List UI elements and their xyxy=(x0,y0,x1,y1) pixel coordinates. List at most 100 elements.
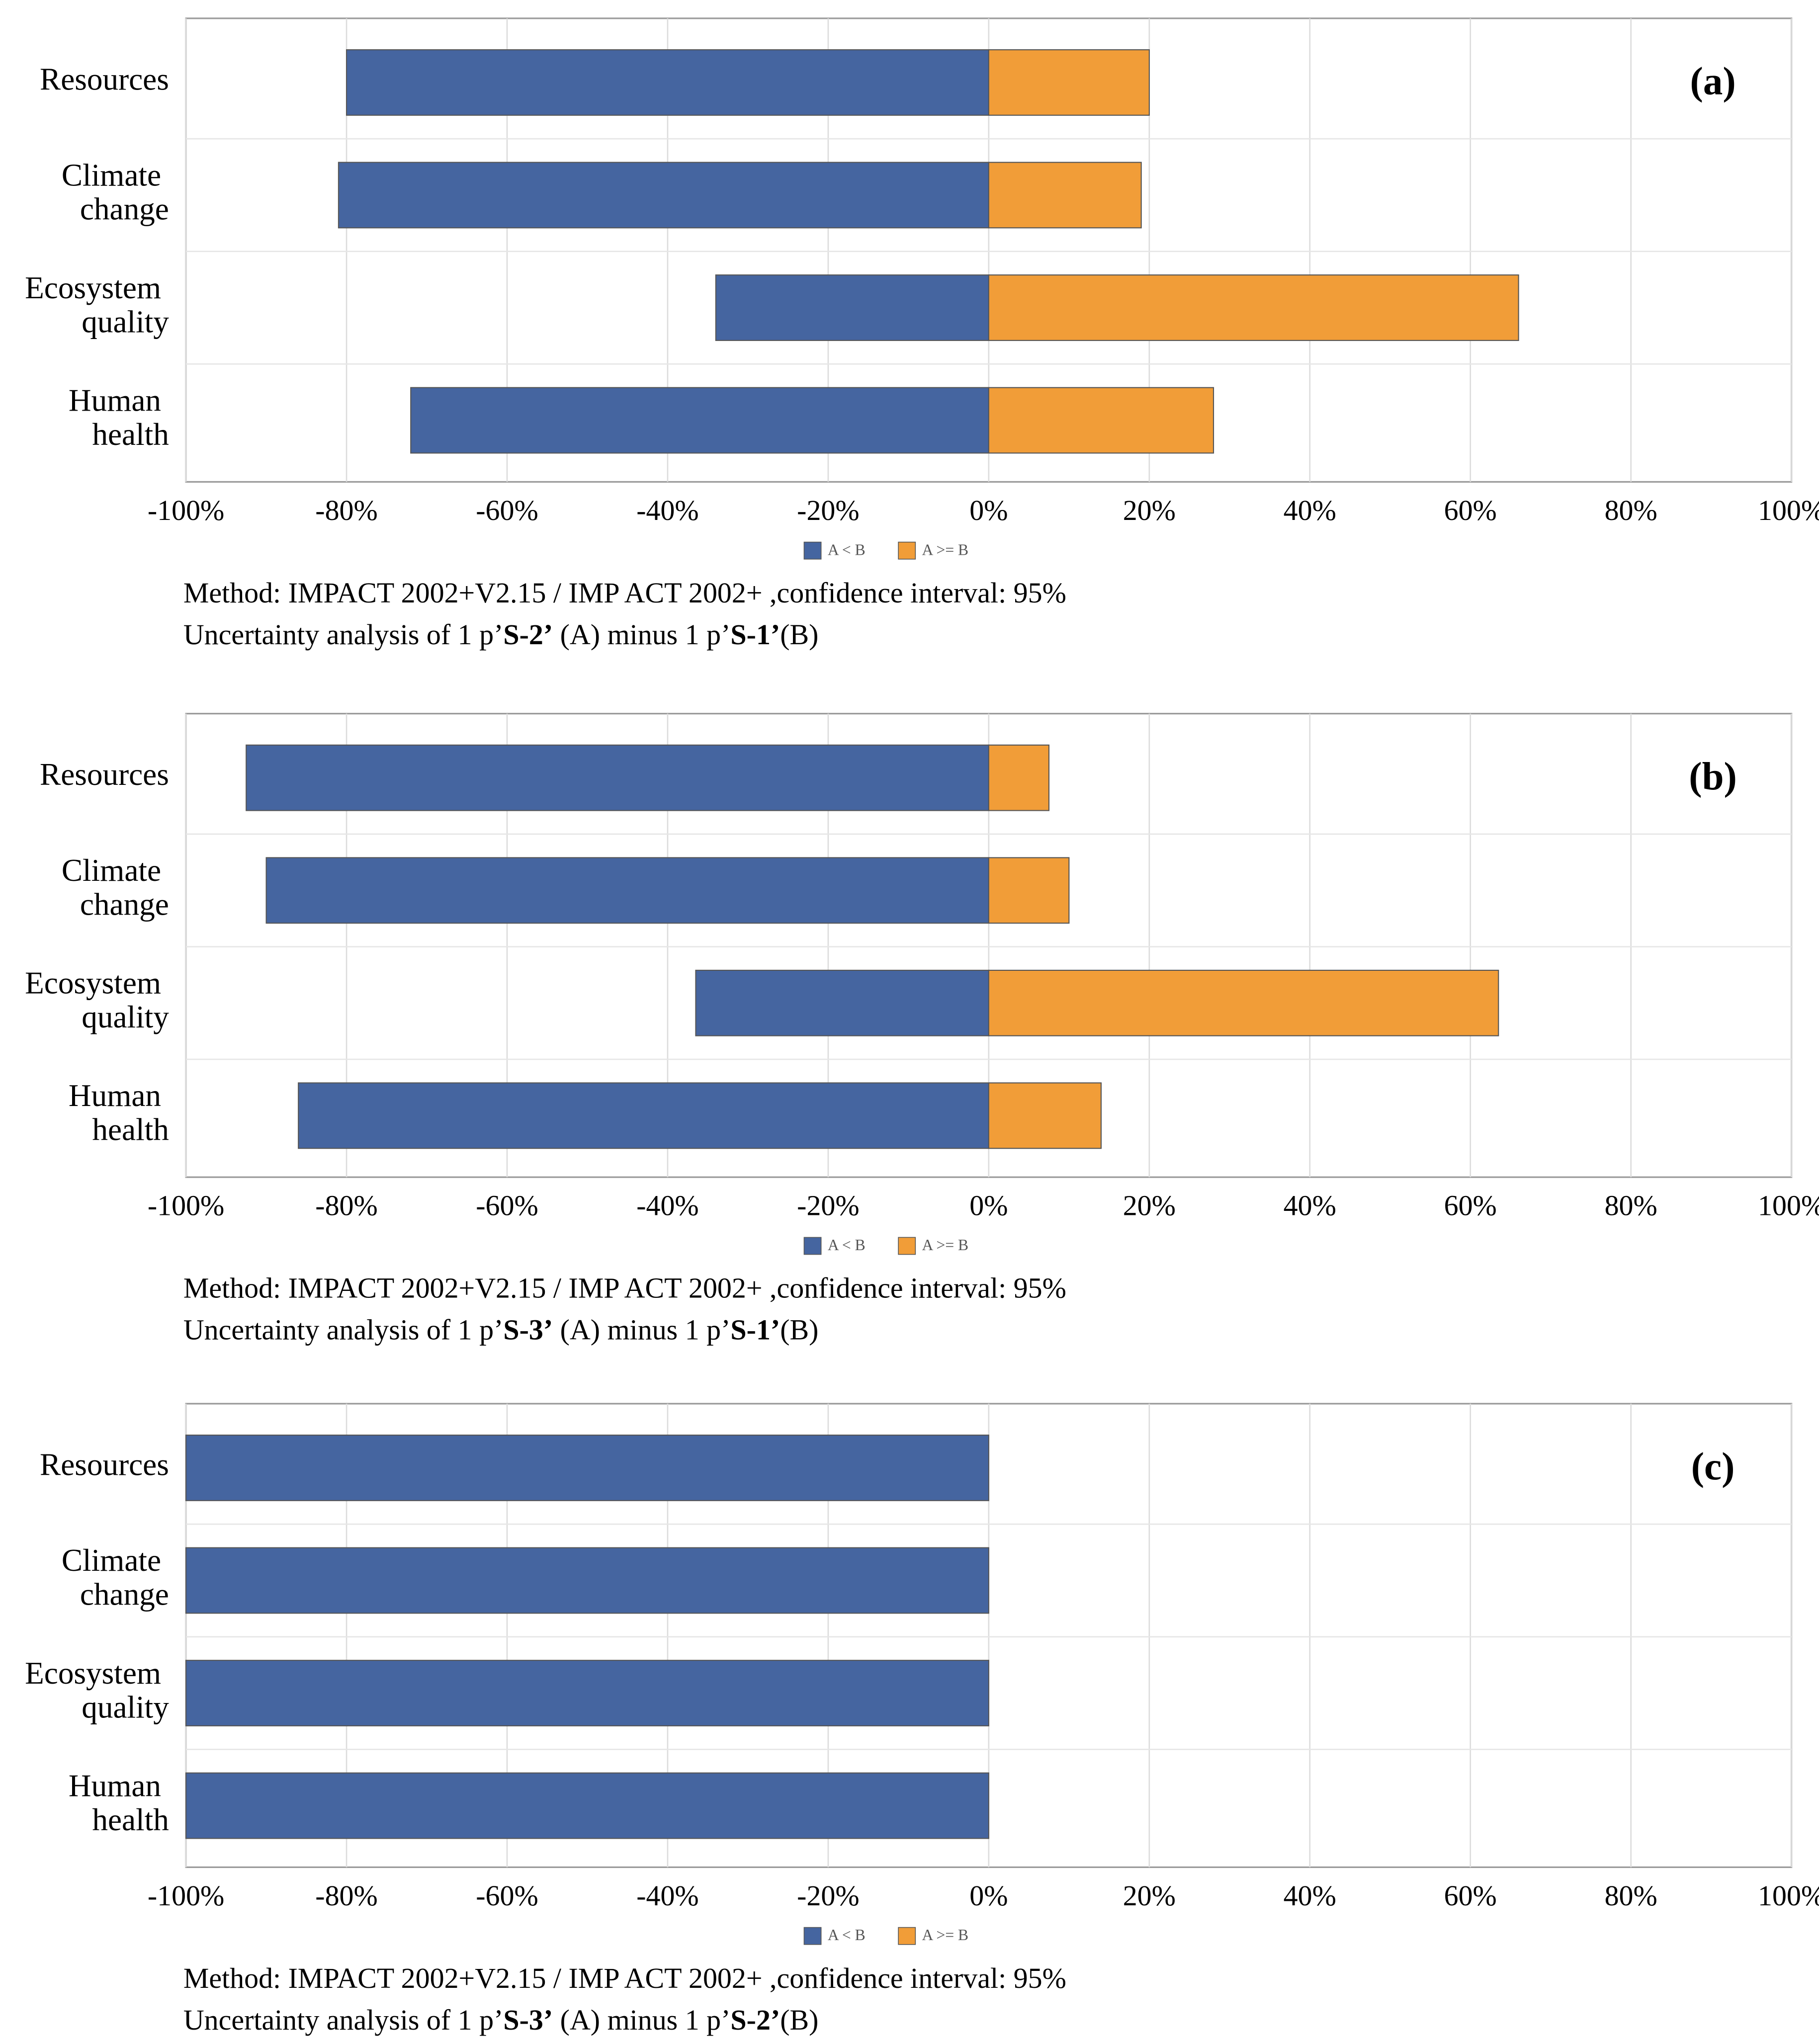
x-tick-label: 60% xyxy=(1444,1190,1497,1222)
x-tick-label: 100% xyxy=(1758,1879,1819,1912)
bar xyxy=(185,1435,989,1501)
x-tick-label: -20% xyxy=(797,1879,860,1912)
legend-swatch xyxy=(803,541,822,560)
category-label-line: health xyxy=(92,1802,169,1837)
x-tick-label: 40% xyxy=(1284,494,1336,526)
x-tick-label: 80% xyxy=(1605,494,1657,526)
legend-label: A >= B xyxy=(922,541,969,558)
category-label-line: health xyxy=(92,417,169,451)
x-tick-label: -20% xyxy=(797,1190,860,1222)
method-caption: Method: IMPACT 2002+V2.15 / IMP ACT 2002… xyxy=(183,1272,1066,1304)
bar xyxy=(988,274,1519,341)
category-label-line: change xyxy=(80,191,169,226)
caption-part: S-2’ xyxy=(503,618,553,651)
legend-swatch xyxy=(898,1237,916,1255)
legend-label: A < B xyxy=(828,541,866,558)
caption-part: (A) minus 1 p’ xyxy=(553,2004,730,2036)
category-label-line: Human xyxy=(69,1078,169,1113)
bar xyxy=(988,49,1150,116)
category-label-line: Human xyxy=(69,383,169,418)
x-tick-label: -80% xyxy=(315,1190,378,1222)
x-tick-label: 80% xyxy=(1605,1190,1657,1222)
bar xyxy=(988,857,1070,924)
legend-swatch xyxy=(803,1237,822,1255)
x-tick-label: -20% xyxy=(797,494,860,526)
category-label: Human health xyxy=(69,1078,169,1147)
x-tick-label: 60% xyxy=(1444,494,1497,526)
bar xyxy=(988,969,1499,1036)
caption-part: Uncertainty analysis of 1 p’ xyxy=(183,618,504,651)
legend-label: A >= B xyxy=(922,1236,969,1254)
category-label-line: Ecosystem xyxy=(25,965,169,1000)
caption-part: S-3’ xyxy=(503,2004,553,2036)
x-tick-label: -40% xyxy=(636,1879,699,1912)
category-label-line: quality xyxy=(82,1000,169,1034)
bar xyxy=(988,1082,1102,1149)
x-tick-label: -60% xyxy=(476,494,538,526)
x-tick-label: -60% xyxy=(476,1879,538,1912)
bar xyxy=(695,969,989,1036)
x-tick-label: 40% xyxy=(1284,1879,1336,1912)
category-label: Human health xyxy=(69,1768,169,1837)
caption-part: S-1’ xyxy=(730,618,780,651)
legend-swatch xyxy=(803,1927,822,1945)
legend-swatch xyxy=(898,1927,916,1945)
category-label: Ecosystem quality xyxy=(25,1655,169,1724)
caption-part: (A) minus 1 p’ xyxy=(553,618,730,651)
method-caption: Method: IMPACT 2002+V2.15 / IMP ACT 2002… xyxy=(183,1962,1066,1994)
category-label: Climate change xyxy=(62,1543,169,1612)
x-tick-label: -80% xyxy=(315,1879,378,1912)
caption-part: Uncertainty analysis of 1 p’ xyxy=(183,2004,504,2036)
category-label-line: quality xyxy=(82,1690,169,1724)
x-tick-label: 80% xyxy=(1605,1879,1657,1912)
x-tick-label: 100% xyxy=(1758,1190,1819,1222)
category-label-line: change xyxy=(80,1577,169,1612)
category-label: Resources xyxy=(40,757,169,792)
category-label: Climate change xyxy=(62,853,169,922)
legend-label: A >= B xyxy=(922,1926,969,1944)
method-caption: Method: IMPACT 2002+V2.15 / IMP ACT 2002… xyxy=(183,577,1066,609)
panel-label: (b) xyxy=(1689,755,1737,798)
x-tick-label: 20% xyxy=(1123,494,1176,526)
x-tick-label: 40% xyxy=(1284,1190,1336,1222)
bar xyxy=(410,387,989,454)
category-label: Ecosystem quality xyxy=(25,965,169,1034)
x-tick-label: 0% xyxy=(969,1879,1008,1912)
category-label-line: change xyxy=(80,887,169,922)
category-label-line: Climate xyxy=(62,1543,169,1578)
legend-swatch xyxy=(898,541,916,560)
x-tick-label: 0% xyxy=(969,494,1008,526)
x-tick-label: 60% xyxy=(1444,1879,1497,1912)
category-label-line: health xyxy=(92,1112,169,1147)
bar xyxy=(715,274,989,341)
x-tick-label: -100% xyxy=(148,494,224,526)
bar xyxy=(185,1547,989,1614)
caption-part: (B) xyxy=(780,618,818,651)
bar xyxy=(185,1772,989,1839)
panel-label: (c) xyxy=(1691,1445,1735,1488)
caption-part: (B) xyxy=(780,2004,818,2036)
x-tick-label: -100% xyxy=(148,1879,224,1912)
category-label-line: Climate xyxy=(62,853,169,888)
category-label-line: Ecosystem xyxy=(25,270,169,305)
x-tick-label: 20% xyxy=(1123,1190,1176,1222)
bar xyxy=(988,387,1214,454)
panel-label: (a) xyxy=(1690,60,1736,103)
bar xyxy=(265,857,989,924)
x-tick-label: 0% xyxy=(969,1190,1008,1222)
caption-part: Uncertainty analysis of 1 p’ xyxy=(183,1314,504,1346)
x-tick-label: -40% xyxy=(636,494,699,526)
category-label: Climate change xyxy=(62,158,169,226)
category-label: Resources xyxy=(40,62,169,96)
bar xyxy=(346,49,989,116)
category-label: Human health xyxy=(69,383,169,451)
caption-part: (B) xyxy=(780,1314,818,1346)
caption-part: S-2’ xyxy=(730,2004,780,2036)
x-tick-label: -40% xyxy=(636,1190,699,1222)
legend-label: A < B xyxy=(828,1926,866,1944)
caption-part: (A) minus 1 p’ xyxy=(553,1314,730,1346)
legend-label: A < B xyxy=(828,1236,866,1254)
caption-part: S-3’ xyxy=(503,1314,553,1346)
